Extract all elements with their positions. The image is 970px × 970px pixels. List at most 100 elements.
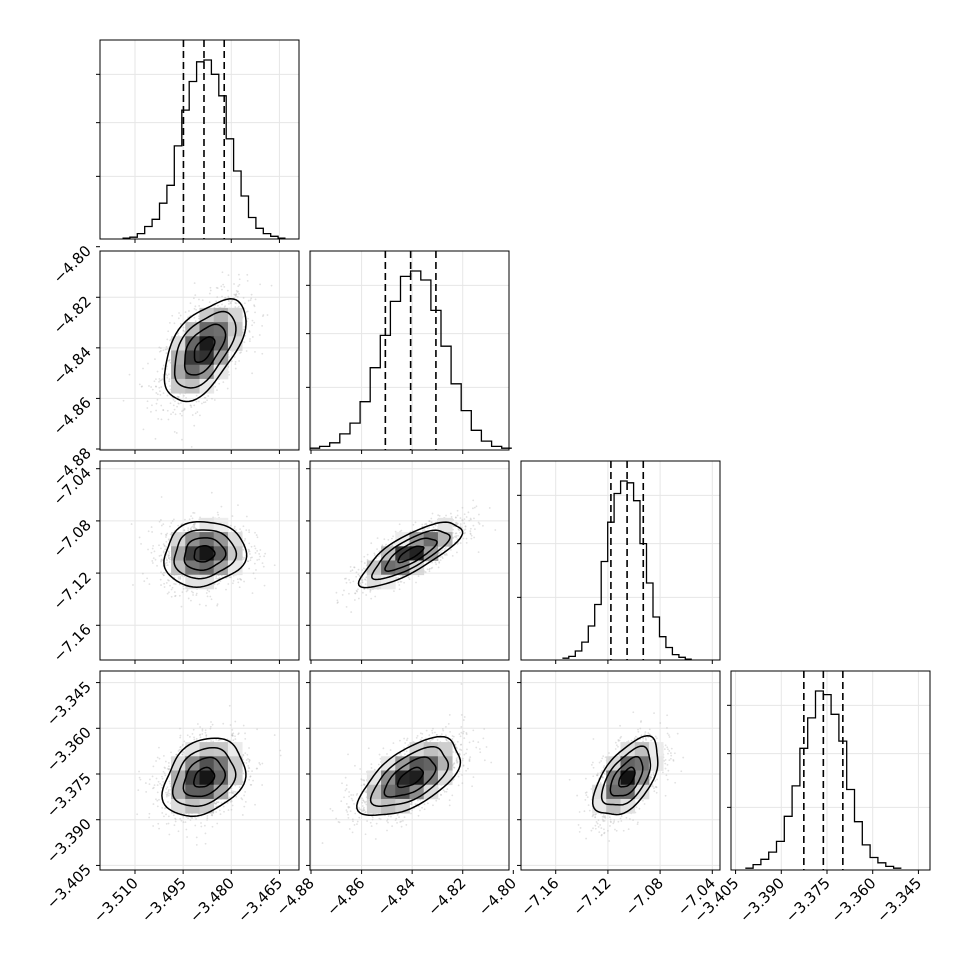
sample-point — [167, 347, 169, 350]
sample-point — [167, 538, 170, 541]
sample-point — [168, 554, 171, 557]
sample-point — [393, 542, 396, 545]
sample-point — [357, 588, 359, 591]
density-cell — [199, 532, 215, 547]
sample-point — [247, 317, 250, 320]
sample-point — [203, 396, 206, 399]
sample-point — [243, 556, 245, 559]
sample-point — [249, 299, 252, 302]
sample-point — [167, 418, 170, 421]
sample-point — [165, 536, 167, 538]
sample-point — [248, 529, 250, 532]
sample-point — [152, 544, 155, 547]
sample-point — [254, 577, 257, 580]
density-cell — [171, 560, 186, 576]
sample-point — [163, 544, 166, 547]
sample-point — [172, 518, 175, 521]
density-cell — [171, 350, 186, 366]
sample-point — [195, 308, 197, 311]
sample-point — [185, 590, 188, 593]
sample-point — [179, 314, 182, 317]
sample-point — [366, 553, 369, 556]
sample-point — [179, 746, 182, 748]
sample-point — [192, 594, 194, 596]
sample-point — [160, 571, 162, 574]
sample-point — [177, 577, 180, 580]
sample-point — [465, 541, 468, 544]
sample-point — [261, 762, 264, 765]
sample-point — [147, 362, 149, 365]
sample-point — [179, 575, 182, 578]
sample-point — [178, 748, 181, 751]
sample-point — [424, 523, 426, 526]
sample-point — [171, 586, 174, 589]
sample-point — [168, 380, 171, 383]
sample-point — [158, 746, 160, 749]
sample-point — [456, 538, 459, 541]
sample-point — [217, 513, 220, 516]
sample-point — [438, 561, 441, 563]
sample-point — [176, 395, 179, 398]
sample-point — [191, 517, 194, 520]
density-cell — [199, 307, 215, 323]
sample-point — [154, 558, 157, 561]
sample-point — [213, 583, 216, 585]
sample-point — [167, 788, 170, 791]
sample-point — [148, 385, 150, 387]
sample-point — [212, 740, 215, 743]
sample-point — [235, 293, 238, 296]
sample-point — [242, 328, 245, 331]
sample-point — [193, 404, 196, 407]
sample-point — [214, 385, 217, 388]
density-cell — [185, 322, 200, 337]
sample-point — [353, 566, 355, 569]
sample-point — [250, 545, 253, 548]
panel-frame — [99, 250, 300, 451]
panel-frame — [309, 460, 510, 661]
sample-point — [207, 395, 210, 397]
sample-point — [158, 827, 161, 830]
sample-point — [441, 549, 444, 552]
sample-point — [238, 586, 241, 589]
sample-point — [235, 293, 238, 296]
sample-point — [243, 539, 246, 542]
sample-point — [165, 558, 168, 561]
sample-point — [215, 286, 218, 289]
sample-point — [258, 553, 261, 555]
sample-point — [412, 523, 415, 526]
sample-point — [158, 386, 161, 389]
sample-point — [254, 531, 256, 534]
sample-point — [167, 554, 170, 557]
sample-point — [438, 551, 441, 554]
sample-point — [182, 329, 185, 332]
sample-point — [393, 590, 395, 593]
sample-point — [222, 283, 225, 286]
contour-line — [183, 323, 227, 376]
sample-point — [354, 592, 357, 595]
sample-point — [171, 520, 174, 522]
sample-point — [428, 520, 430, 523]
sample-point — [369, 589, 372, 591]
sample-point — [258, 334, 261, 336]
panel-1-0 — [99, 250, 300, 451]
sample-point — [469, 527, 472, 530]
sample-point — [223, 810, 225, 813]
sample-point — [160, 558, 163, 561]
sample-point — [223, 285, 226, 288]
sample-point — [263, 555, 266, 558]
sample-point — [357, 597, 360, 600]
sample-point — [216, 296, 219, 298]
sample-point — [450, 515, 453, 518]
sample-point — [165, 373, 168, 376]
sample-point — [345, 605, 348, 608]
sample-point — [237, 733, 240, 736]
sample-point — [465, 516, 468, 518]
sample-point — [428, 570, 431, 573]
sample-point — [167, 373, 170, 376]
sample-point — [182, 329, 185, 332]
sample-point — [192, 591, 194, 594]
sample-point — [167, 793, 169, 795]
sample-point — [232, 792, 235, 795]
sample-point — [403, 581, 406, 584]
sample-point — [174, 413, 177, 416]
